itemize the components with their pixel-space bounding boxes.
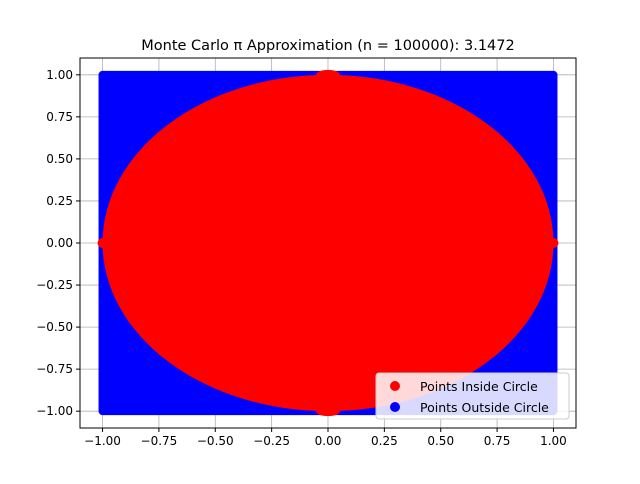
x-tick-label: −1.00 (84, 434, 121, 448)
legend-box (375, 372, 570, 420)
x-tick-label: 0.50 (427, 434, 454, 448)
legend-label-inside: Points Inside Circle (420, 379, 538, 394)
y-tick-label: −0.25 (36, 278, 73, 292)
points-inside-edge (97, 238, 108, 248)
y-tick-label: 0.25 (46, 194, 73, 208)
y-tick-label: −0.75 (36, 362, 73, 376)
x-tick-label: 0.75 (484, 434, 511, 448)
y-axis-ticks: −1.00 −0.75 −0.50 −0.25 0.00 0.25 0.50 0.75 1.00 (36, 68, 80, 418)
plot-marks (97, 69, 559, 417)
x-tick-label: −0.25 (253, 434, 290, 448)
points-inside-circle (102, 74, 554, 412)
points-inside-edge (548, 238, 559, 248)
x-axis-ticks: −1.00 −0.75 −0.50 −0.25 0.00 0.25 0.50 0.75 1.00 (84, 428, 567, 448)
x-tick-label: 0.25 (371, 434, 398, 448)
x-tick-label: 0.00 (315, 434, 342, 448)
x-tick-label: −0.50 (197, 434, 234, 448)
legend-marker-outside (390, 402, 400, 412)
y-tick-label: 1.00 (46, 68, 73, 82)
legend: Points Inside Circle Points Outside Circ… (375, 372, 570, 420)
legend-label-outside: Points Outside Circle (420, 400, 549, 415)
y-tick-label: −0.50 (36, 320, 73, 334)
chart-title: Monte Carlo π Approximation (n = 100000)… (141, 38, 514, 54)
x-tick-label: −0.75 (141, 434, 178, 448)
y-tick-label: −1.00 (36, 404, 73, 418)
legend-marker-inside (390, 381, 400, 391)
y-tick-label: 0.75 (46, 110, 73, 124)
points-inside-edge (316, 69, 340, 80)
y-tick-label: 0.00 (46, 236, 73, 250)
y-tick-label: 0.50 (46, 152, 73, 166)
x-tick-label: 1.00 (540, 434, 567, 448)
points-inside-edge (316, 406, 340, 417)
